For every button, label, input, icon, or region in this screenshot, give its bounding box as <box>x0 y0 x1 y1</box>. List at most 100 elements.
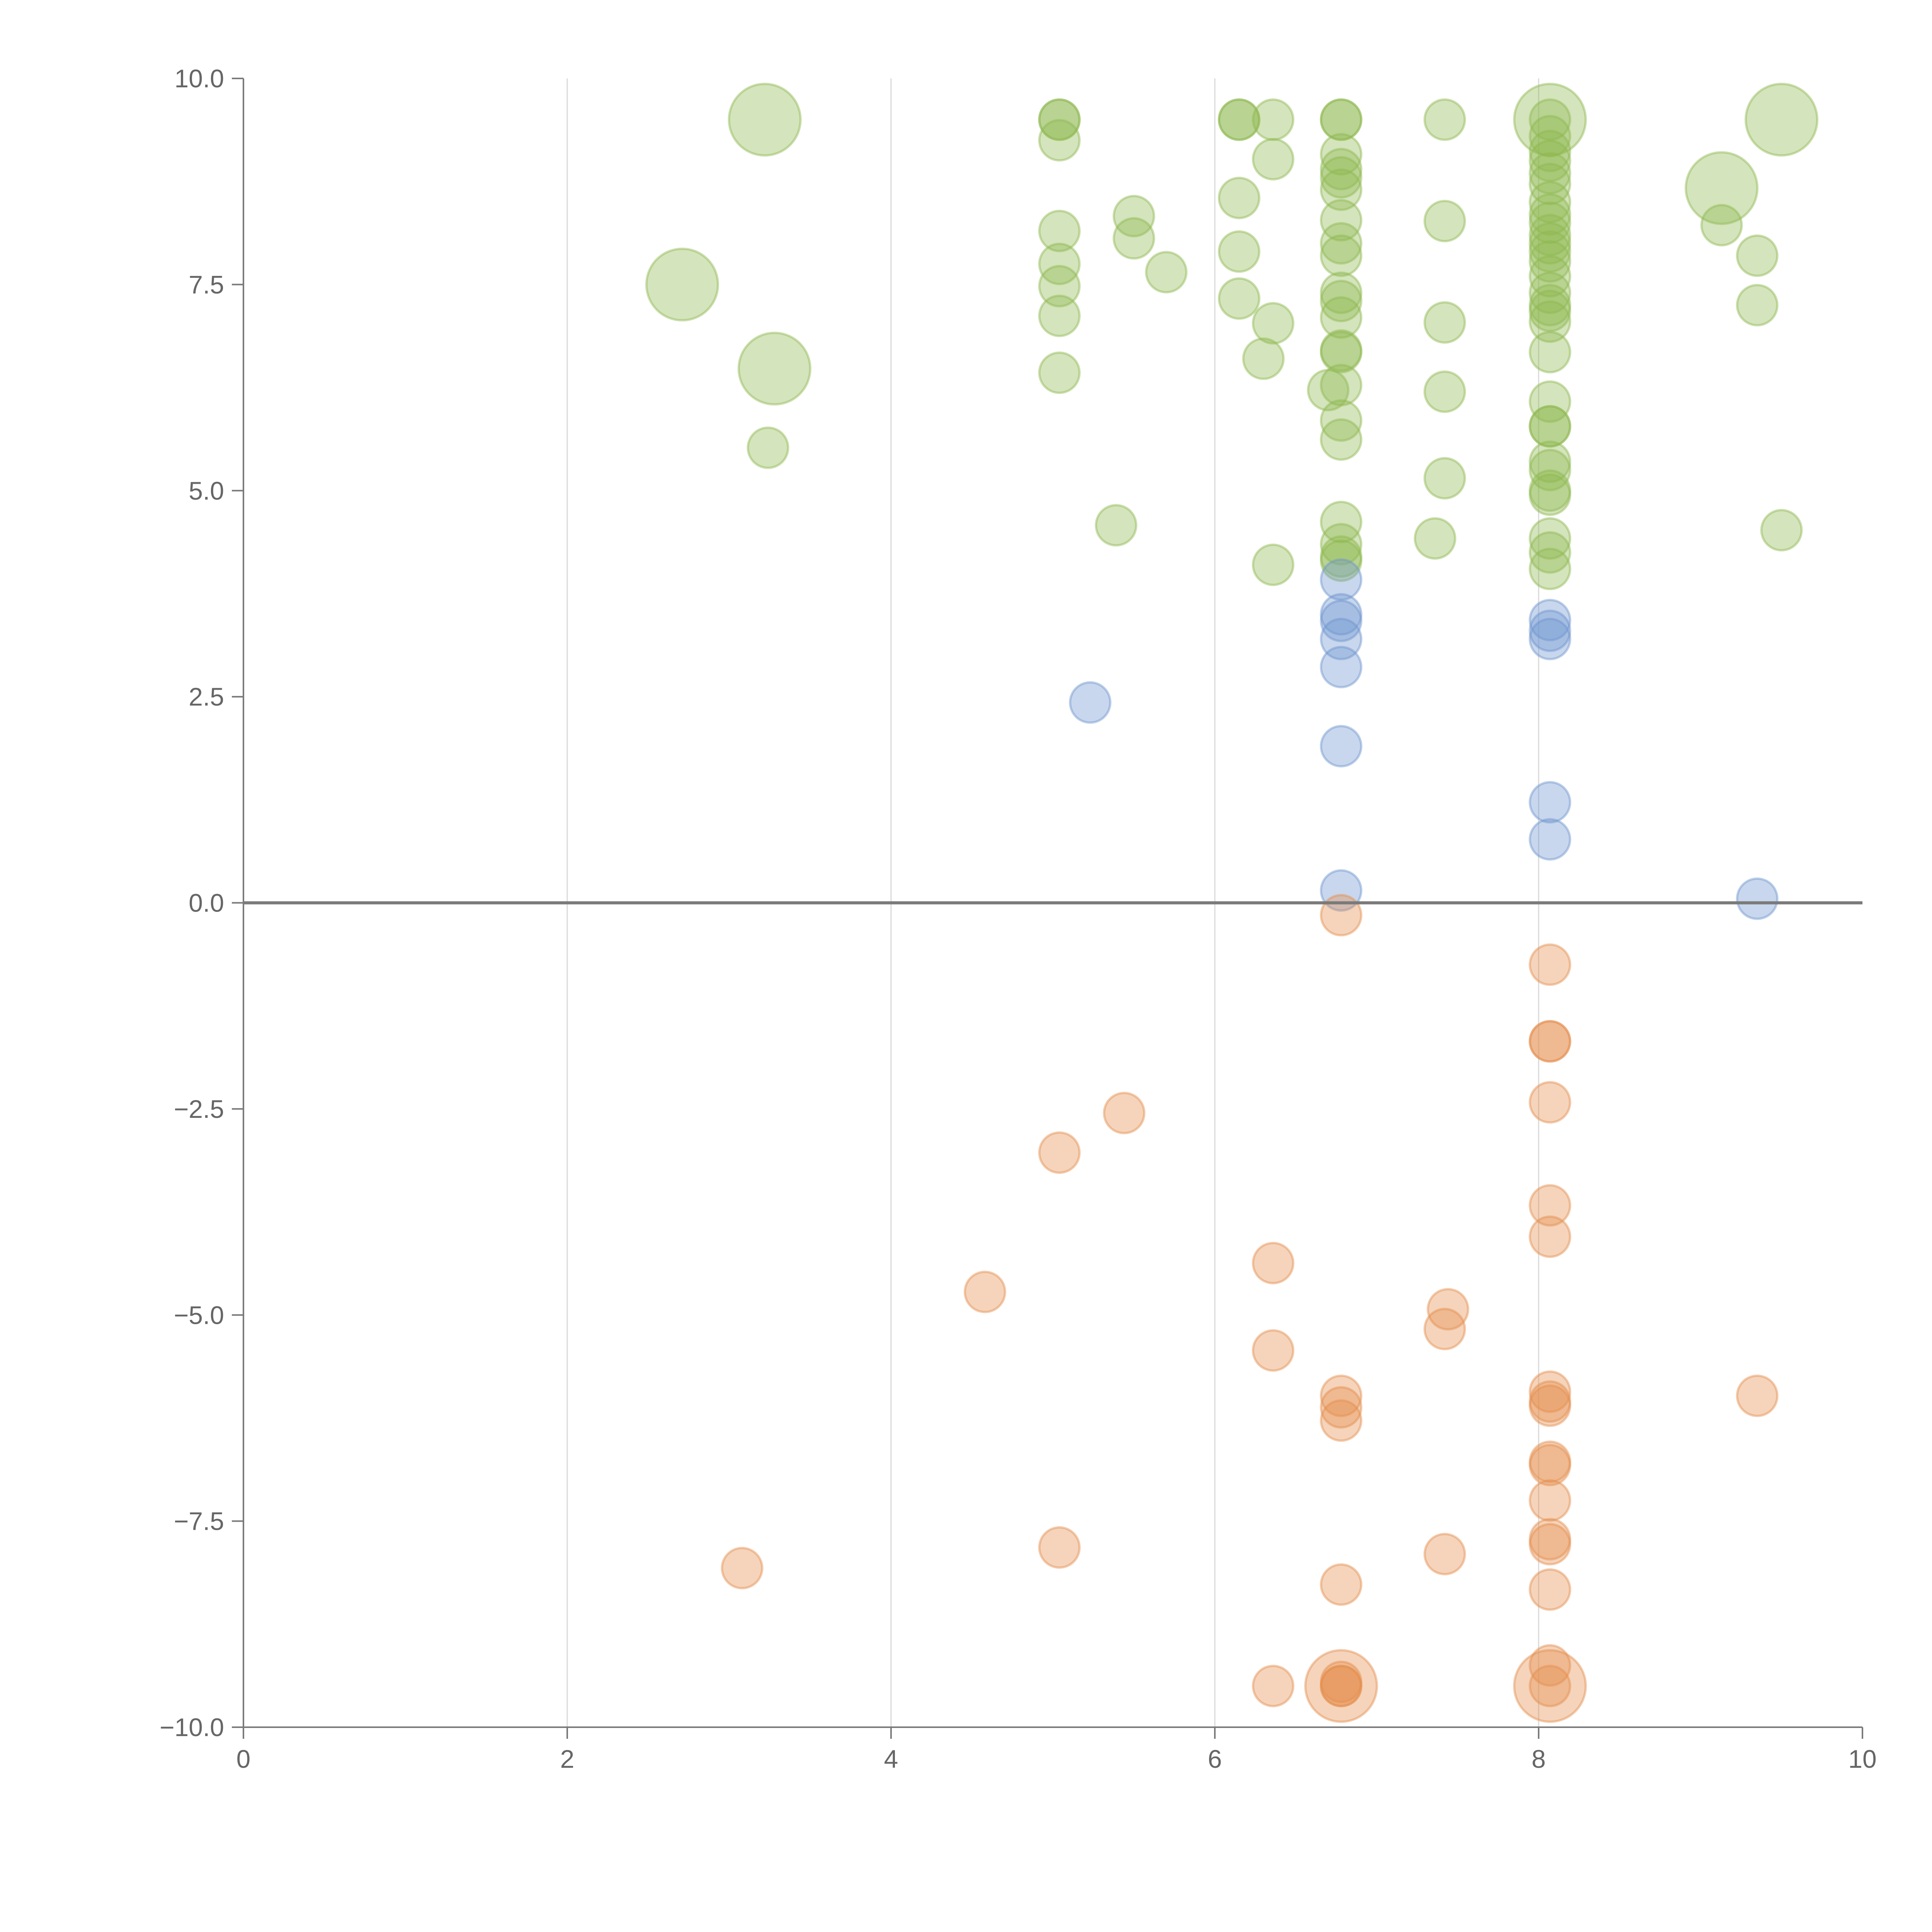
data-point-high <box>1529 152 1571 195</box>
data-point-high <box>1038 98 1081 141</box>
data-point-middle <box>1529 781 1571 824</box>
data-point-high <box>1529 405 1571 448</box>
y-tick-label: 5.0 <box>189 476 224 505</box>
data-point-low <box>1304 1649 1378 1723</box>
data-point-high <box>1529 255 1571 298</box>
data-point-high <box>1038 209 1081 252</box>
data-point-low <box>1320 1660 1362 1703</box>
data-point-high <box>747 426 789 469</box>
data-point-low <box>1252 1329 1294 1372</box>
data-point-high <box>645 247 719 321</box>
data-point-high <box>1529 440 1571 483</box>
data-point-low <box>1038 1131 1081 1174</box>
data-point-high <box>1320 222 1362 265</box>
data-point-high <box>1529 289 1571 332</box>
data-point-high <box>1320 133 1362 176</box>
data-point-high <box>1529 230 1571 273</box>
data-point-low <box>1529 1518 1571 1561</box>
data-point-high <box>1423 370 1466 413</box>
data-point-high <box>1038 119 1081 162</box>
data-point-high <box>1112 217 1155 260</box>
y-tick-label: 0.0 <box>189 889 224 917</box>
data-point-high <box>1112 195 1155 238</box>
data-point-high <box>1320 296 1362 339</box>
data-point-low <box>1529 1370 1571 1413</box>
data-point-high <box>1529 531 1571 574</box>
data-point-high <box>1307 369 1350 412</box>
data-point-high <box>1320 399 1362 442</box>
data-point-high <box>1252 138 1294 181</box>
data-point-high <box>1529 331 1571 374</box>
data-point-low <box>1320 1374 1362 1417</box>
data-point-high <box>1529 163 1571 206</box>
data-point-middle <box>1529 617 1571 660</box>
data-point-middle <box>1736 877 1779 920</box>
data-point-high <box>1529 300 1571 343</box>
data-point-high <box>1320 168 1362 211</box>
data-point-high <box>1320 331 1362 374</box>
data-point-low <box>1529 1384 1571 1427</box>
data-point-high <box>1252 302 1294 345</box>
data-point-high <box>1218 177 1260 219</box>
data-point-high <box>1736 234 1779 277</box>
data-point-low <box>1423 1308 1466 1350</box>
data-point-low <box>1529 1644 1571 1687</box>
data-point-high <box>1529 222 1571 265</box>
x-tick-label: 10 <box>1848 1745 1876 1773</box>
data-point-low <box>1103 1092 1146 1134</box>
data-point-middle <box>1320 725 1362 768</box>
data-point-high <box>1529 284 1571 327</box>
data-point-high <box>1529 240 1571 283</box>
data-point-low <box>1529 1215 1571 1258</box>
data-point-low <box>1320 1563 1362 1606</box>
data-point-low <box>1529 1380 1571 1423</box>
data-point-low <box>1320 1386 1362 1429</box>
data-point-middle <box>1320 599 1362 642</box>
data-point-high <box>1145 251 1188 294</box>
y-tick-label: −7.5 <box>174 1507 224 1536</box>
data-point-low <box>1529 1665 1571 1708</box>
data-point-high <box>1320 535 1362 578</box>
data-point-low <box>1736 1374 1779 1417</box>
data-point-high <box>1252 98 1294 141</box>
data-point-middle <box>1320 646 1362 689</box>
data-point-middle <box>1320 558 1362 601</box>
data-point-high <box>1423 98 1466 141</box>
y-tick-label: 10.0 <box>175 64 224 93</box>
data-point-high <box>1320 500 1362 543</box>
data-point-low <box>1038 1526 1081 1569</box>
data-point-low <box>1320 1665 1362 1708</box>
data-point-low <box>1529 1568 1571 1611</box>
data-point-low <box>1529 1184 1571 1227</box>
data-point-high <box>1413 517 1456 560</box>
data-point-high <box>1529 469 1571 512</box>
data-point-high <box>1529 98 1571 141</box>
data-point-high <box>1320 364 1362 406</box>
data-point-high <box>1218 98 1260 141</box>
data-point-middle <box>1320 617 1362 660</box>
data-point-high <box>1529 548 1571 590</box>
x-tick-label: 8 <box>1532 1745 1546 1773</box>
data-point-middle <box>1529 599 1571 641</box>
data-point-high <box>1320 234 1362 277</box>
y-tick-label: 2.5 <box>189 682 224 711</box>
data-point-high <box>1700 204 1743 247</box>
y-tick-label: −5.0 <box>174 1301 224 1329</box>
data-point-high <box>737 332 811 406</box>
data-point-low <box>1320 894 1362 937</box>
y-tick-label: 7.5 <box>189 270 224 299</box>
data-point-high <box>1529 193 1571 236</box>
data-point-high <box>1423 301 1466 344</box>
data-point-high <box>1529 449 1571 492</box>
data-point-middle <box>1320 869 1362 912</box>
data-point-high <box>1038 294 1081 337</box>
data-point-middle <box>1320 593 1362 636</box>
data-point-high <box>1684 151 1759 225</box>
data-point-high <box>1320 539 1362 582</box>
data-point-high <box>1095 504 1138 547</box>
data-point-high <box>1038 243 1081 286</box>
data-point-high <box>1736 284 1779 327</box>
data-point-high <box>1529 214 1571 257</box>
data-point-high <box>1529 139 1571 182</box>
x-tick-label: 6 <box>1208 1745 1222 1773</box>
